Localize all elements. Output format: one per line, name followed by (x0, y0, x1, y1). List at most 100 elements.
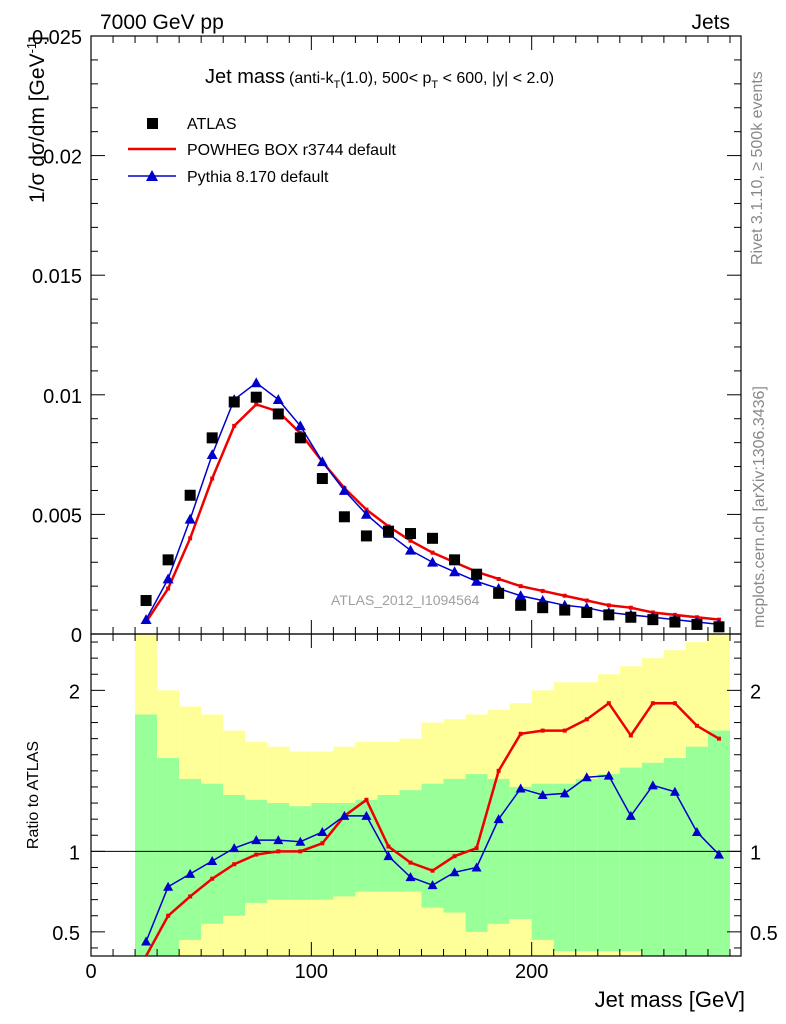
powheg-main-point (408, 538, 413, 543)
ratio-y-tick-label: 1 (69, 842, 80, 864)
powheg-ratio-point (254, 852, 259, 857)
atlas-data-point (184, 489, 196, 501)
powheg-main-point (166, 586, 171, 591)
pythia-ratio-point (339, 810, 350, 820)
pythia-main-point (294, 420, 306, 431)
pythia-main-point (206, 449, 218, 459)
ratio-y-tick-label: 0.5 (52, 923, 80, 945)
band-inner (179, 778, 202, 940)
pythia-ratio-point (273, 835, 284, 845)
pythia-main-point (140, 614, 152, 625)
powheg-ratio-point (364, 797, 369, 802)
y-tick-label: 0.015 (32, 266, 82, 288)
band-inner (641, 762, 664, 956)
legend-powheg-label: POWHEG BOX r3744 default (187, 142, 397, 159)
pythia-main-point (360, 508, 372, 519)
powheg-ratio-point (430, 868, 435, 873)
pythia-main-line (145, 381, 720, 626)
pythia-ratio-point (713, 849, 724, 859)
pythia-ratio-point (405, 872, 416, 882)
powheg-ratio-point (386, 844, 391, 849)
band-inner (201, 783, 224, 924)
pythia-main-point (427, 556, 439, 567)
powheg-ratio-point (188, 894, 193, 899)
pythia-ratio-point (229, 843, 240, 853)
powheg-ratio-point (716, 736, 721, 741)
chart-title-suffix: < 600, |y| < 2.0) (438, 70, 554, 87)
band-inner (223, 795, 246, 916)
powheg-main-point (628, 605, 633, 610)
y-axis-title-end: ] (26, 36, 49, 42)
pythia-ratio-point (581, 772, 592, 782)
data-series (140, 377, 725, 957)
atlas-data-point (316, 473, 328, 485)
atlas-data-point (250, 391, 262, 403)
ratio-y-tick-label-right: 1 (750, 842, 761, 864)
pythia-ratio-point (317, 827, 328, 837)
pythia-ratio-point (427, 880, 438, 890)
analysis-watermark: ATLAS_2012_I1094564 (331, 592, 480, 608)
atlas-data-point (691, 618, 703, 630)
pythia-ratio-point (515, 783, 526, 793)
powheg-ratio-point (474, 846, 479, 851)
powheg-main-point (254, 402, 259, 407)
chart-title-prefix: (anti-k (289, 70, 334, 87)
atlas-data-point (471, 568, 483, 580)
pythia-ratio-point (141, 936, 152, 946)
legend-atlas-marker (147, 118, 158, 129)
atlas-data-point (140, 595, 152, 607)
pythia-ratio-point (559, 788, 570, 798)
pythia-main-point (272, 394, 284, 404)
band-inner (575, 778, 598, 952)
band-inner (443, 778, 466, 913)
y-axis-title-text: 1/σ dσ/dm [GeV (26, 53, 49, 203)
pythia-ratio-point (603, 770, 614, 780)
atlas-data-point (515, 599, 527, 611)
powheg-ratio-point (276, 849, 281, 854)
band-inner (597, 774, 620, 952)
atlas-data-point (427, 532, 439, 544)
band-inner (421, 783, 444, 908)
pythia-main-point (250, 377, 262, 388)
powheg-main-point (188, 536, 193, 541)
atlas-data-point (272, 408, 284, 420)
header-left: 7000 GeV pp (100, 11, 224, 34)
powheg-ratio-point (496, 768, 501, 773)
x-axis-title: Jet mass [GeV] (595, 987, 745, 1012)
chart-title-mid: (1.0), 500< p (340, 70, 431, 87)
pythia-ratio-point (537, 790, 548, 799)
pythia-ratio-point (163, 881, 174, 891)
axes: 0 100 200 0 0.005 0.01 0.015 0.02 0.025 0.5 0.5 1 1 2… (32, 27, 778, 983)
powheg-main-point (606, 603, 611, 608)
legend: ATLAS POWHEG BOX r3744 default Pythia 8.… (128, 116, 397, 186)
chart-title-sub1: T (333, 79, 340, 91)
pythia-ratio-point (207, 856, 218, 866)
powheg-ratio-point (694, 723, 699, 728)
band-inner (399, 790, 422, 892)
powheg-main-point (518, 584, 523, 589)
powheg-ratio-point (518, 731, 523, 736)
pythia-ratio-point (383, 851, 394, 861)
x-tick-label: 0 (85, 961, 96, 983)
band-inner (531, 783, 554, 940)
y-axis-title-ratio: Ratio to ATLAS (25, 741, 42, 849)
header-right: Jets (691, 11, 730, 34)
atlas-data-point (581, 606, 593, 618)
pythia-main-point (184, 513, 196, 524)
powheg-ratio-point (540, 728, 545, 733)
atlas-data-point (559, 604, 571, 616)
powheg-ratio-point (298, 849, 303, 854)
y-tick-label: 0 (71, 625, 82, 647)
powheg-ratio-point (650, 701, 655, 706)
atlas-data-point (338, 511, 350, 523)
powheg-ratio-point (210, 876, 215, 881)
atlas-data-point (669, 616, 681, 628)
atlas-data-point (382, 525, 394, 537)
legend-pythia-label: Pythia 8.170 default (187, 169, 329, 186)
x-tick-label: 200 (515, 961, 548, 983)
atlas-data-point (537, 602, 549, 614)
pythia-ratio-point (647, 780, 658, 790)
y-axis-title-sup: -1 (24, 42, 39, 54)
y-axis-title-main: 1/σ dσ/dm [GeV-1] (24, 36, 49, 203)
pythia-main-point (162, 573, 174, 584)
